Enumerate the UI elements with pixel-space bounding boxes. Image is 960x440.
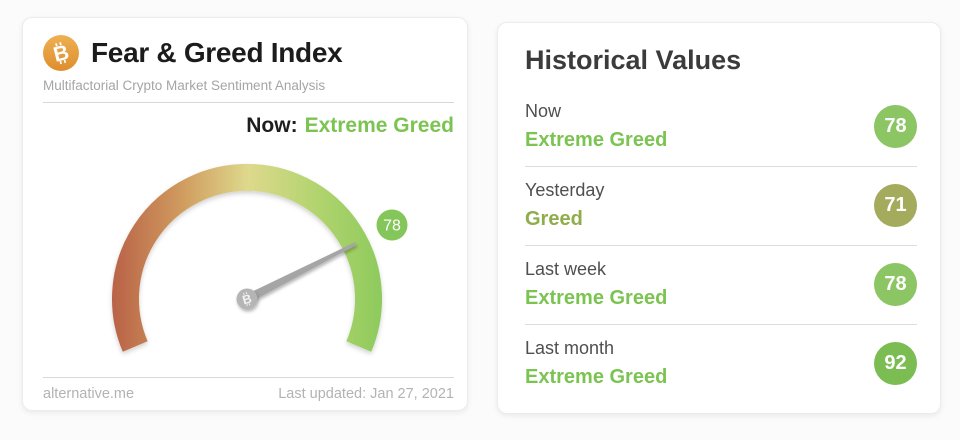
gauge-value-badge: 78	[376, 209, 408, 241]
value-badge: 78	[874, 105, 917, 148]
row-label: Last week	[525, 259, 607, 279]
history-row-last-month: Last month Extreme Greed 92	[525, 324, 917, 403]
section-title: Historical Values	[525, 45, 742, 75]
row-label: Yesterday	[525, 180, 605, 200]
history-row-now: Now Extreme Greed 78	[525, 88, 917, 166]
current-sentiment-line: Now: Extreme Greed	[43, 114, 454, 138]
history-row-text: Now Extreme Greed	[525, 101, 667, 152]
row-label: Last month	[525, 338, 615, 358]
svg-text:B: B	[51, 41, 71, 67]
value-badge: 92	[874, 342, 917, 385]
bitcoin-hub-icon: B	[241, 292, 253, 308]
gauge-value-label: 78	[383, 218, 401, 235]
gauge-needle	[245, 242, 357, 303]
svg-text:B: B	[241, 292, 253, 308]
page-title: Fear & Greed Index	[91, 37, 343, 68]
row-classification: Greed	[525, 208, 583, 230]
row-classification: Extreme Greed	[525, 129, 668, 151]
history-row-text: Last month Extreme Greed	[525, 338, 667, 389]
alternative-me-link[interactable]: alternative.me	[43, 386, 135, 402]
bitcoin-icon: B	[43, 35, 79, 71]
gauge-chart: B 78	[112, 164, 408, 352]
header-divider	[43, 102, 454, 103]
historical-values-card: Historical Values Now Extreme Greed 78 Y…	[497, 22, 941, 414]
history-row-text: Last week Extreme Greed	[525, 259, 667, 310]
gauge-arc	[112, 164, 382, 352]
gauge-hub: B	[236, 288, 258, 310]
history-row-text: Yesterday Greed	[525, 180, 604, 231]
card-header: B Fear & Greed Index	[43, 35, 454, 71]
row-label: Now	[525, 101, 562, 121]
row-classification: Extreme Greed	[525, 366, 668, 388]
fear-greed-card: B Fear & Greed Index Multifactorial Cryp…	[22, 17, 468, 411]
now-label: Now:	[246, 114, 298, 137]
last-updated-text: Last updated: Jan 27, 2021	[278, 386, 454, 402]
value-badge: 78	[874, 263, 917, 306]
history-row-yesterday: Yesterday Greed 71	[525, 166, 917, 245]
subtitle: Multifactorial Crypto Market Sentiment A…	[43, 78, 326, 93]
history-list: Now Extreme Greed 78 Yesterday Greed 71 …	[525, 88, 917, 403]
card-footer: alternative.me Last updated: Jan 27, 202…	[43, 377, 454, 402]
value-badge: 71	[874, 184, 917, 227]
history-row-last-week: Last week Extreme Greed 78	[525, 245, 917, 324]
row-classification: Extreme Greed	[525, 287, 668, 309]
now-value: Extreme Greed	[304, 114, 454, 137]
